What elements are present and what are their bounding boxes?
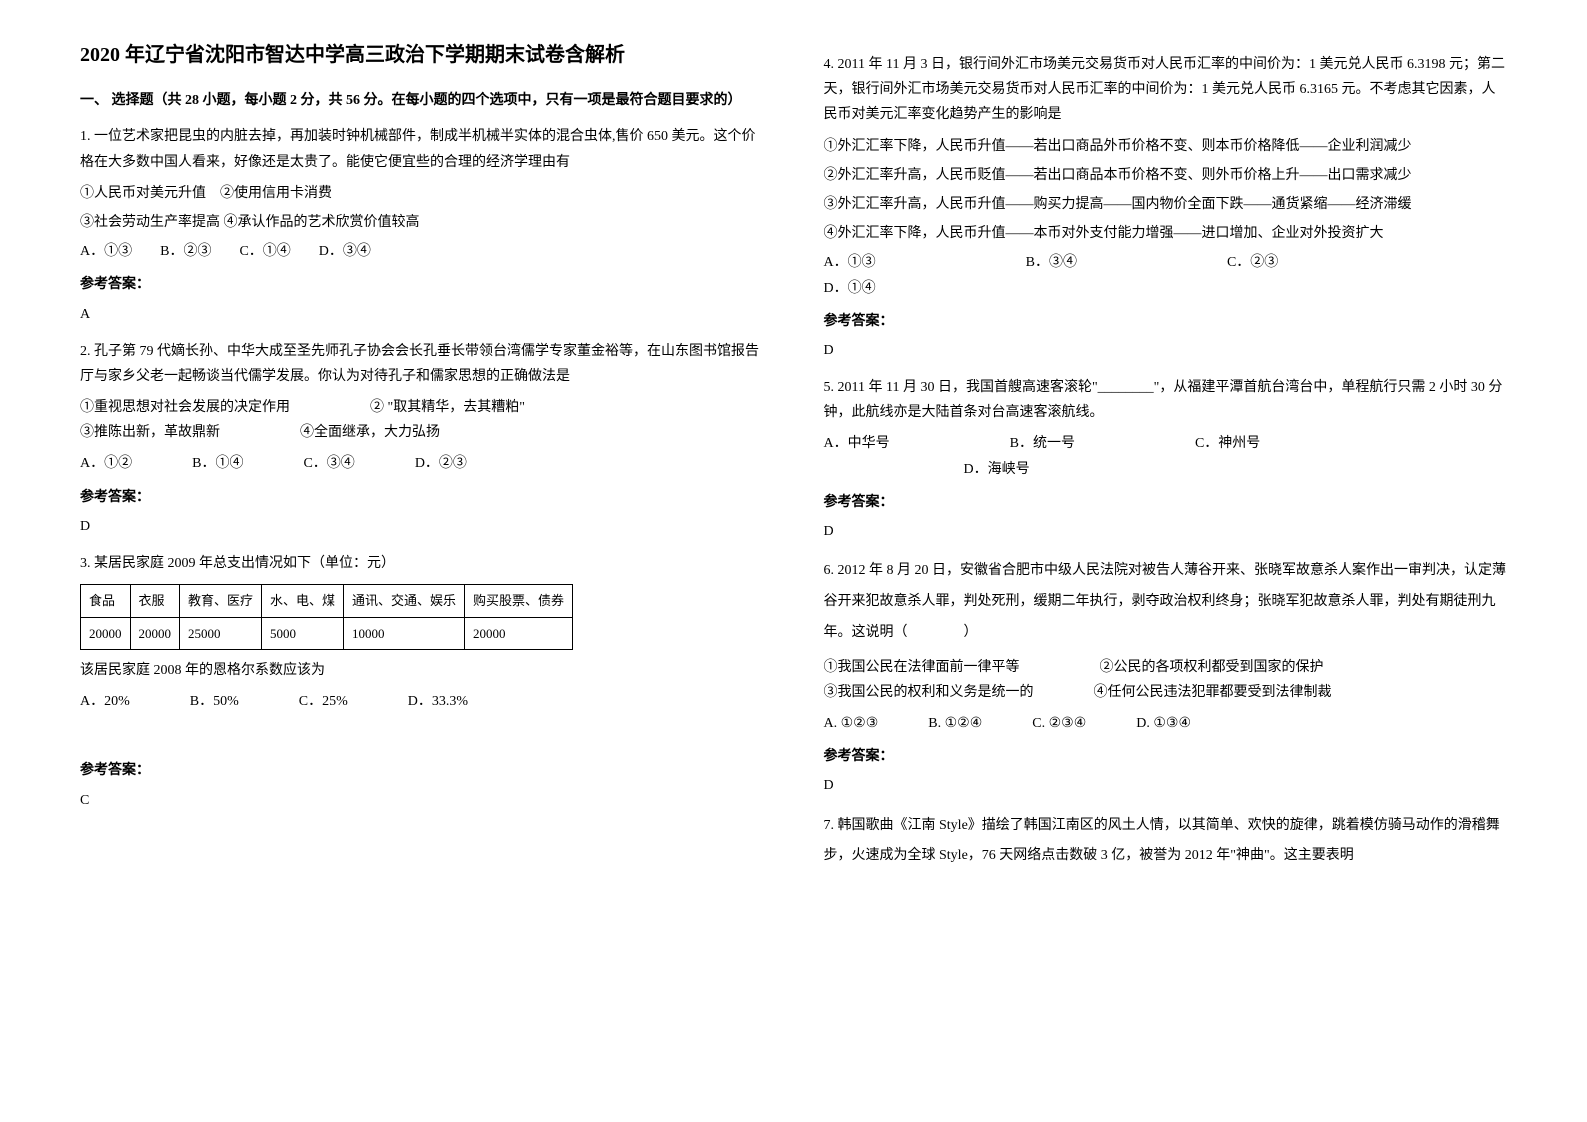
question-7: 7. 韩国歌曲《江南 Style》描绘了韩国江南区的风土人情，以其简单、欢快的旋… <box>824 811 1508 873</box>
table-header: 食品 <box>81 585 131 617</box>
q4-choiceC: C．②③ <box>1227 250 1278 275</box>
q4-choiceB: B．③④ <box>1026 250 1077 275</box>
q6-choiceA: A. ①②③ <box>824 711 879 736</box>
q4-answer: D <box>824 338 1508 363</box>
table-cell: 25000 <box>180 617 262 649</box>
q3-table: 食品 衣服 教育、医疗 水、电、煤 通讯、交通、娱乐 购买股票、债券 20000… <box>80 584 573 650</box>
q4-text: 4. 2011 年 11 月 3 日，银行间外汇市场美元交易货币对人民币汇率的中… <box>824 52 1508 128</box>
q6-opt2: ②公民的各项权利都受到国家的保护 <box>1100 655 1324 680</box>
q4-opt1: ①外汇汇率下降，人民币升值——若出口商品外币价格不变、则本币价格降低——企业利润… <box>824 134 1508 159</box>
q7-text: 7. 韩国歌曲《江南 Style》描绘了韩国江南区的风土人情，以其简单、欢快的旋… <box>824 811 1508 873</box>
q4-opt3: ③外汇汇率升高，人民币升值——购买力提高——国内物价全面下跌——通货紧缩——经济… <box>824 192 1508 217</box>
q3-choiceB: B．50% <box>190 689 239 714</box>
q5-text: 5. 2011 年 11 月 30 日，我国首艘高速客滚轮"________"，… <box>824 375 1508 425</box>
q3-choiceA: A．20% <box>80 689 130 714</box>
q1-answer-label: 参考答案： <box>80 272 764 297</box>
table-row: 食品 衣服 教育、医疗 水、电、煤 通讯、交通、娱乐 购买股票、债券 <box>81 585 573 617</box>
table-header: 通讯、交通、娱乐 <box>344 585 465 617</box>
right-column: 4. 2011 年 11 月 3 日，银行间外汇市场美元交易货币对人民币汇率的中… <box>794 40 1538 1082</box>
q5-answer: D <box>824 519 1508 544</box>
table-header: 水、电、煤 <box>262 585 344 617</box>
q1-answer: A <box>80 302 764 327</box>
left-column: 2020 年辽宁省沈阳市智达中学高三政治下学期期末试卷含解析 一、 选择题（共 … <box>50 40 794 1082</box>
q2-choiceB: B．①④ <box>192 451 243 476</box>
question-1: 1. 一位艺术家把昆虫的内脏去掉，再加装时钟机械部件，制成半机械半实体的混合虫体… <box>80 124 764 326</box>
q3-answer: C <box>80 788 764 813</box>
q1-opt2: ③社会劳动生产率提高 ④承认作品的艺术欣赏价值较高 <box>80 210 764 235</box>
q6-text: 6. 2012 年 8 月 20 日，安徽省合肥市中级人民法院对被告人薄谷开来、… <box>824 556 1508 648</box>
q6-answer: D <box>824 773 1508 798</box>
q3-choiceD: D．33.3% <box>408 689 468 714</box>
question-3: 3. 某居民家庭 2009 年总支出情况如下（单位：元） 食品 衣服 教育、医疗… <box>80 551 764 813</box>
q2-choiceC: C．③④ <box>303 451 354 476</box>
q5-choiceC: C．神州号 <box>1195 431 1260 456</box>
q5-choiceD: D．海峡号 <box>964 457 1508 482</box>
table-cell: 5000 <box>262 617 344 649</box>
table-header: 购买股票、债券 <box>465 585 573 617</box>
q2-choiceD: D．②③ <box>415 451 467 476</box>
question-2: 2. 孔子第 79 代嫡长孙、中华大成至圣先师孔子协会会长孔垂长带领台湾儒学专家… <box>80 339 764 539</box>
q3-subtext: 该居民家庭 2008 年的恩格尔系数应该为 <box>80 658 764 683</box>
q5-answer-label: 参考答案： <box>824 490 1508 515</box>
q6-choiceD: D. ①③④ <box>1136 711 1191 736</box>
q6-opt1: ①我国公民在法律面前一律平等 <box>824 655 1020 680</box>
q1-opt1: ①人民币对美元升值 ②使用信用卡消费 <box>80 181 764 206</box>
q2-answer: D <box>80 514 764 539</box>
q3-text: 3. 某居民家庭 2009 年总支出情况如下（单位：元） <box>80 551 764 576</box>
table-cell: 10000 <box>344 617 465 649</box>
table-header: 教育、医疗 <box>180 585 262 617</box>
q1-text: 1. 一位艺术家把昆虫的内脏去掉，再加装时钟机械部件，制成半机械半实体的混合虫体… <box>80 124 764 174</box>
q6-answer-label: 参考答案： <box>824 744 1508 769</box>
q3-answer-label: 参考答案： <box>80 758 764 783</box>
table-cell: 20000 <box>81 617 131 649</box>
q2-opt3: ③推陈出新，革故鼎新 <box>80 420 220 445</box>
table-header: 衣服 <box>130 585 180 617</box>
q2-opt2: ② "取其精华，去其糟粕" <box>370 395 525 420</box>
q2-answer-label: 参考答案： <box>80 485 764 510</box>
q4-answer-label: 参考答案： <box>824 309 1508 334</box>
table-row: 20000 20000 25000 5000 10000 20000 <box>81 617 573 649</box>
q2-opt1: ①重视思想对社会发展的决定作用 <box>80 395 290 420</box>
q5-choiceB: B．统一号 <box>1010 431 1075 456</box>
q4-opt4: ④外汇汇率下降，人民币升值——本币对外支付能力增强——进口增加、企业对外投资扩大 <box>824 221 1508 246</box>
q5-choiceA: A．中华号 <box>824 431 890 456</box>
question-6: 6. 2012 年 8 月 20 日，安徽省合肥市中级人民法院对被告人薄谷开来、… <box>824 556 1508 798</box>
question-4: 4. 2011 年 11 月 3 日，银行间外汇市场美元交易货币对人民币汇率的中… <box>824 52 1508 363</box>
q2-text: 2. 孔子第 79 代嫡长孙、中华大成至圣先师孔子协会会长孔垂长带领台湾儒学专家… <box>80 339 764 389</box>
q2-choiceA: A．①② <box>80 451 132 476</box>
q6-opt3: ③我国公民的权利和义务是统一的 <box>824 680 1034 705</box>
section-header: 一、 选择题（共 28 小题，每小题 2 分，共 56 分。在每小题的四个选项中… <box>80 90 764 112</box>
q6-opt4: ④任何公民违法犯罪都要受到法律制裁 <box>1094 680 1332 705</box>
q4-choiceA: A．①③ <box>824 250 876 275</box>
q6-choiceC: C. ②③④ <box>1032 711 1086 736</box>
q2-opt4: ④全面继承，大力弘扬 <box>300 420 440 445</box>
q4-opt2: ②外汇汇率升高，人民币贬值——若出口商品本币价格不变、则外币价格上升——出口需求… <box>824 163 1508 188</box>
document-title: 2020 年辽宁省沈阳市智达中学高三政治下学期期末试卷含解析 <box>80 40 764 70</box>
table-cell: 20000 <box>465 617 573 649</box>
q6-choiceB: B. ①②④ <box>928 711 982 736</box>
table-cell: 20000 <box>130 617 180 649</box>
q4-choiceD: D．①④ <box>824 276 1508 301</box>
q3-choiceC: C．25% <box>299 689 348 714</box>
question-5: 5. 2011 年 11 月 30 日，我国首艘高速客滚轮"________"，… <box>824 375 1508 544</box>
q1-choices: A．①③ B．②③ C．①④ D．③④ <box>80 239 764 264</box>
